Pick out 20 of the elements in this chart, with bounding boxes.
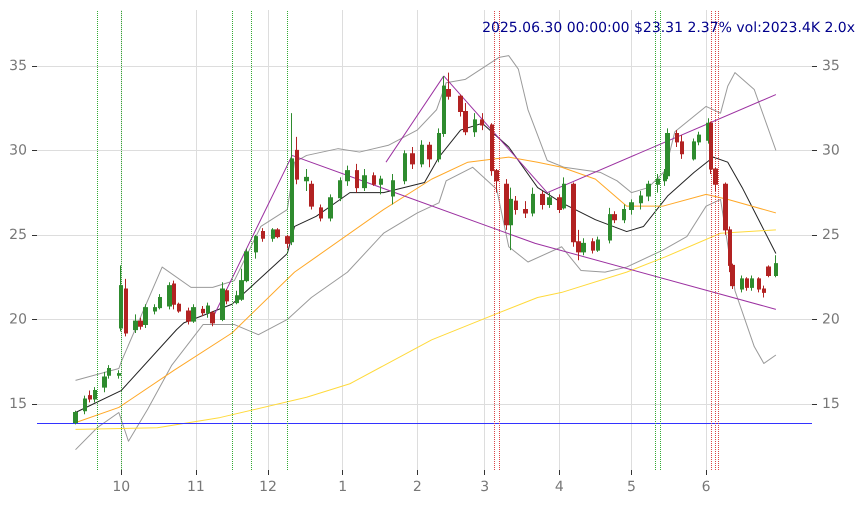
y2-tick-label: 30: [822, 142, 840, 158]
x-tick-label: 3: [480, 479, 490, 495]
x-tick-label: 2: [412, 479, 422, 495]
text: 2025.06.30 00:00:00 $23.31 2.37% vol:2023.4K 2.0x: [482, 20, 855, 36]
y2-tick-label: 25: [822, 226, 840, 243]
x-tick-label: 12: [259, 479, 277, 495]
y-tick-label: 20: [9, 311, 27, 328]
y-tick-label: 15: [9, 396, 27, 412]
y-tick-label: 25: [9, 226, 27, 243]
y2-tick-label: 15: [822, 396, 840, 412]
y2-tick-label: 20: [822, 311, 840, 328]
y2-tick-label: 35: [822, 58, 840, 74]
x-tick-label: 5: [627, 479, 636, 495]
x-tick-label: 4: [554, 479, 564, 495]
x-tick-label: 1: [338, 479, 348, 495]
x-tick-label: 6: [702, 479, 711, 495]
x-tick-label: 10: [112, 479, 130, 495]
y-tick-label: 30: [9, 142, 27, 158]
x-tick-label: 11: [186, 479, 205, 495]
y-tick-label: 35: [9, 58, 27, 74]
